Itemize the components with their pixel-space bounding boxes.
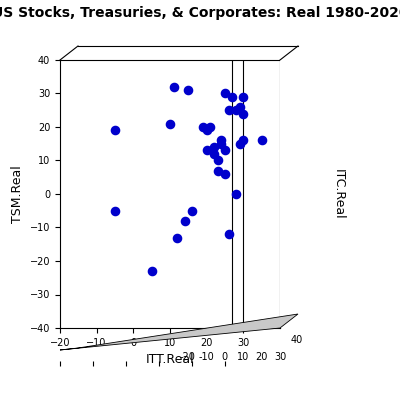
Point (214, 167, 221, 174)
Point (236, 104, 243, 110)
Point (240, 137, 246, 144)
Point (229, 94, 236, 100)
Point (211, 150, 217, 157)
Point (240, 94, 246, 100)
Text: 0: 0 (222, 352, 228, 362)
Point (236, 140, 243, 147)
Point (200, 124, 206, 130)
Point (182, 218, 188, 224)
Point (218, 140, 224, 147)
Text: 40: 40 (291, 334, 303, 345)
Point (112, 127, 118, 134)
Point (226, 231, 232, 237)
Point (211, 144, 217, 150)
Point (189, 208, 195, 214)
X-axis label: ITT.Real: ITT.Real (146, 353, 194, 366)
Point (207, 124, 214, 130)
Point (258, 137, 265, 144)
Text: 10: 10 (237, 352, 249, 362)
Text: US Stocks, Treasuries, & Corporates: Real 1980-2020: US Stocks, Treasuries, & Corporates: Rea… (0, 6, 400, 20)
Point (185, 87, 192, 93)
Text: -10: -10 (198, 352, 214, 362)
Point (233, 107, 239, 114)
Point (222, 90, 228, 97)
Point (233, 191, 239, 197)
Point (214, 157, 221, 164)
Y-axis label: TSM.Real: TSM.Real (11, 165, 24, 223)
Text: -20: -20 (180, 352, 196, 362)
Point (226, 107, 232, 114)
Point (204, 147, 210, 154)
Point (222, 147, 228, 154)
Point (112, 208, 118, 214)
Point (204, 127, 210, 134)
Point (240, 110, 246, 117)
Text: 20: 20 (255, 352, 268, 362)
Point (167, 120, 173, 127)
Point (148, 268, 155, 274)
Point (222, 171, 228, 177)
Point (174, 234, 180, 241)
Point (170, 84, 177, 90)
Point (218, 137, 224, 144)
Text: 30: 30 (274, 352, 286, 362)
Text: ITC.Real: ITC.Real (331, 169, 344, 219)
